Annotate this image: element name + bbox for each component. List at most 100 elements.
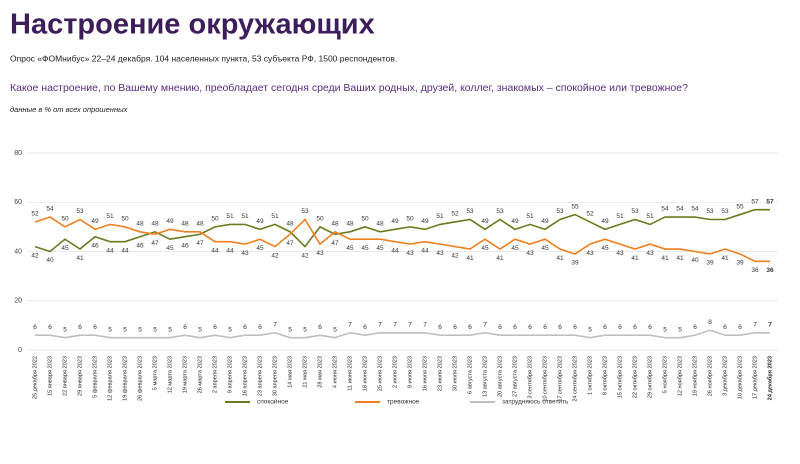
value-label: 39 <box>571 260 579 267</box>
x-tick-label: 13 августа 2023 <box>482 356 488 397</box>
value-label: 7 <box>348 321 352 328</box>
value-label: 51 <box>271 213 279 220</box>
legend-label: спокойное <box>257 398 289 406</box>
value-label: 5 <box>288 326 292 333</box>
value-label: 7 <box>423 321 427 328</box>
x-tick-label: 1 октября 2023 <box>587 356 593 395</box>
value-label: 43 <box>406 250 414 257</box>
value-label: 50 <box>406 216 414 223</box>
x-tick-label: 2 июля 2023 <box>392 356 398 388</box>
value-label: 41 <box>661 255 669 262</box>
value-label: 48 <box>136 221 144 228</box>
x-tick-label: 5 февраля 2023 <box>92 356 98 398</box>
value-label: 6 <box>558 324 562 331</box>
value-label: 5 <box>678 326 682 333</box>
value-label: 6 <box>183 324 187 331</box>
value-label: 36 <box>766 267 774 274</box>
value-label: 49 <box>511 218 519 225</box>
value-label: 50 <box>316 216 324 223</box>
x-tick-label: 15 января 2023 <box>47 356 53 396</box>
value-label: 43 <box>586 250 594 257</box>
value-label: 41 <box>466 255 474 262</box>
value-label: 6 <box>243 324 247 331</box>
x-tick-label: 10 сентября 2023 <box>542 356 548 402</box>
x-tick-label: 30 июля 2023 <box>452 356 458 391</box>
value-label: 48 <box>376 221 384 228</box>
x-tick-label: 8 октября 2023 <box>602 356 608 395</box>
value-label: 5 <box>588 326 592 333</box>
value-label: 6 <box>738 324 742 331</box>
line <box>35 329 770 339</box>
value-label: 44 <box>226 247 234 254</box>
x-tick-label: 16 апреля 2023 <box>242 356 248 396</box>
value-label: 41 <box>556 255 564 262</box>
value-label: 41 <box>676 255 684 262</box>
value-label: 7 <box>393 321 397 328</box>
value-label: 45 <box>361 245 369 252</box>
value-label: 47 <box>151 240 159 247</box>
value-label: 52 <box>586 211 594 218</box>
line <box>34 208 770 253</box>
x-tick-label: 26 февраля 2023 <box>137 356 143 401</box>
value-label: 53 <box>496 208 504 215</box>
value-label: 50 <box>61 216 69 223</box>
x-tick-label: 12 ноября 2023 <box>677 356 683 396</box>
value-label: 6 <box>528 324 532 331</box>
value-label: 7 <box>768 321 772 328</box>
value-label: 45 <box>376 245 384 252</box>
value-label: 51 <box>436 213 444 220</box>
value-label: 45 <box>61 245 69 252</box>
y-tick-label: 20 <box>14 298 22 305</box>
value-label: 7 <box>408 321 412 328</box>
y-tick-label: 60 <box>14 199 22 206</box>
value-label: 6 <box>48 324 52 331</box>
value-label: 49 <box>391 218 399 225</box>
x-tick-label: 15 октября 2023 <box>617 356 623 398</box>
value-label: 42 <box>301 252 309 259</box>
x-tick-label: 22 января 2023 <box>62 356 68 396</box>
value-label: 44 <box>106 247 114 254</box>
value-label: 51 <box>646 213 654 220</box>
x-tick-label: 3 декабря 2023 <box>722 356 728 396</box>
value-label: 6 <box>318 324 322 331</box>
value-label: 41 <box>631 255 639 262</box>
value-label: 53 <box>301 208 309 215</box>
value-label: 43 <box>436 250 444 257</box>
value-label: 45 <box>601 245 609 252</box>
value-label: 53 <box>721 208 729 215</box>
x-tick-label: 18 июня 2023 <box>362 356 368 391</box>
x-tick-label: 22 октября 2023 <box>632 356 638 398</box>
value-label: 6 <box>543 324 547 331</box>
x-tick-label: 26 марта 2023 <box>197 356 203 393</box>
x-tick-label: 21 мая 2023 <box>302 356 308 388</box>
value-label: 6 <box>78 324 82 331</box>
value-label: 6 <box>603 324 607 331</box>
x-tick-label: 25 июня 2023 <box>377 356 383 391</box>
value-label: 47 <box>331 240 339 247</box>
value-label: 48 <box>151 221 159 228</box>
x-tick-label: 27 августа 2023 <box>512 356 518 397</box>
value-label: 48 <box>286 221 294 228</box>
value-label: 5 <box>333 326 337 333</box>
value-label: 48 <box>196 221 204 228</box>
x-tick-label: 29 октября 2023 <box>647 356 653 398</box>
value-label: 39 <box>706 260 714 267</box>
x-tick-label: 12 марта 2023 <box>167 356 173 393</box>
x-tick-label: 19 февраля 2023 <box>122 356 128 401</box>
value-label: 6 <box>723 324 727 331</box>
value-label: 5 <box>198 326 202 333</box>
value-label: 51 <box>241 213 249 220</box>
value-label: 48 <box>346 221 354 228</box>
value-label: 40 <box>691 257 699 264</box>
chart-subtitle: Опрос «ФОМнибус» 22–24 декабря. 104 насе… <box>10 53 397 63</box>
value-label: 5 <box>153 326 157 333</box>
x-tick-label: 2 апреля 2023 <box>212 356 218 393</box>
question: Какое настроение, по Вашему мнению, прео… <box>10 82 688 94</box>
value-label: 6 <box>513 324 517 331</box>
value-label: 5 <box>168 326 172 333</box>
value-label: 36 <box>751 267 759 274</box>
x-tick-label: 11 июня 2023 <box>347 356 353 391</box>
value-label: 5 <box>303 326 307 333</box>
value-label: 7 <box>753 321 757 328</box>
